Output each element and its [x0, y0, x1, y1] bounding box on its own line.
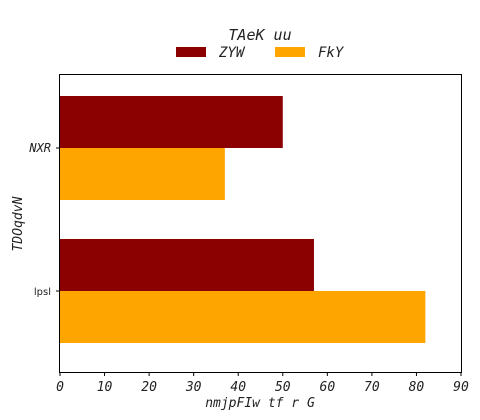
x-tick-label-80: 80 — [409, 380, 425, 395]
x-tick-label-60: 60 — [320, 380, 336, 395]
x-tick-label-10: 10 — [97, 380, 113, 395]
x-tick-label-40: 40 — [230, 380, 246, 395]
plot-frame — [59, 74, 462, 373]
bars-group — [60, 96, 426, 343]
y-tick-label-nxr: NXR — [28, 141, 51, 155]
x-tick-label-70: 70 — [364, 380, 380, 395]
legend: ZYW FkY — [176, 45, 345, 61]
y-axis-label: TDOqdvN — [11, 196, 26, 251]
y-tick-label-lpsl: lpsl — [34, 287, 51, 298]
chart-title: TAeK uu — [228, 26, 291, 44]
y-tick-labels: NXR lpsl — [28, 141, 60, 298]
bar-fky-lpsl — [60, 291, 426, 343]
x-tick-label-90: 90 — [453, 380, 469, 395]
legend-label-zyw: ZYW — [218, 45, 246, 61]
x-tick-label-0: 0 — [56, 380, 64, 395]
bar-zyw-lpsl — [60, 239, 314, 291]
x-tick-labels: 0 10 20 30 40 50 60 70 80 90 — [56, 372, 469, 395]
x-tick-label-50: 50 — [275, 380, 291, 395]
bar-fky-nxr — [60, 148, 225, 200]
legend-label-fky: FkY — [318, 45, 345, 61]
bar-zyw-nxr — [60, 96, 283, 148]
legend-swatch-zyw — [176, 47, 206, 57]
x-axis-label: nmjpFIw tf r G — [205, 396, 315, 411]
x-tick-label-30: 30 — [185, 380, 202, 395]
legend-swatch-fky — [275, 47, 305, 57]
x-tick-label-20: 20 — [141, 380, 157, 395]
